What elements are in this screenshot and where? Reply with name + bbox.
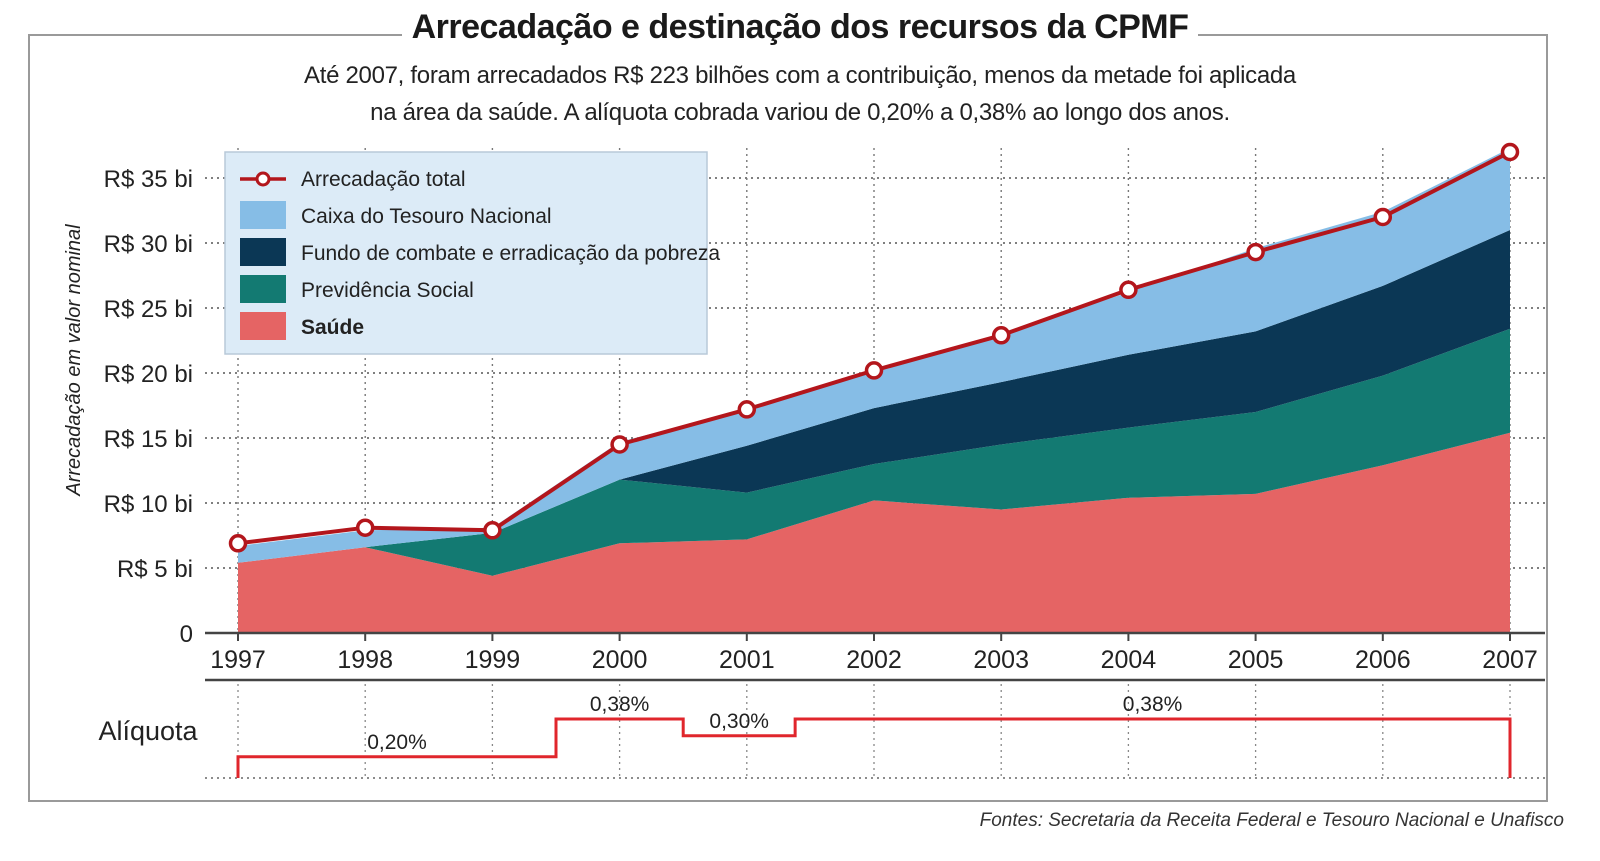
area-fundo-de-combate-e-erradica-o-da-pobreza xyxy=(238,230,1510,563)
chart-title: Arrecadação e destinação dos recursos da… xyxy=(401,8,1199,46)
x-tick-label: 1997 xyxy=(210,646,266,674)
total-marker xyxy=(1119,280,1138,300)
legend-label-fundo: Fundo de combate e erradicação da pobrez… xyxy=(301,242,720,265)
y-axis-label: Arrecadação em valor nominal xyxy=(63,224,85,497)
legend-label-previdencia: Previdência Social xyxy=(301,279,474,302)
legend-marker-swatch xyxy=(255,171,271,187)
chart-title-wrap: Arrecadação e destinação dos recursos da… xyxy=(0,8,1600,47)
total-marker xyxy=(1373,207,1393,227)
x-tick-label: 2007 xyxy=(1482,646,1538,674)
legend-label-total: Arrecadação total xyxy=(301,168,466,191)
total-marker xyxy=(864,361,884,380)
rate-step-line xyxy=(236,717,1512,778)
axes: 0 R$ 5 bi R$ 10 bi R$ 15 bi R$ 20 bi R$ 25 bi… xyxy=(104,166,1545,682)
legend-swatch-caixa xyxy=(240,201,286,229)
legend-box xyxy=(224,151,708,355)
y-tick-label: R$ 20 bi xyxy=(104,361,193,388)
rate-value-label: 0,30% xyxy=(709,710,769,733)
area-sa-de xyxy=(238,432,1510,633)
x-tick-label: 2000 xyxy=(592,646,648,674)
total-marker xyxy=(737,400,757,419)
rate-value-label: 0,38% xyxy=(1123,693,1183,716)
legend-swatch-saude xyxy=(240,312,286,340)
total-marker xyxy=(355,518,375,537)
total-marker xyxy=(483,521,502,540)
chart-subtitle-line-1: Até 2007, foram arrecadados R$ 223 bilhõ… xyxy=(304,62,1296,89)
area-previd-ncia-social xyxy=(238,328,1510,576)
legend-swatch-previdencia xyxy=(240,275,286,303)
x-tick-label: 2005 xyxy=(1228,646,1284,674)
rate-panel: 0,20% 0,38% 0,30% 0,38% xyxy=(205,684,1545,779)
total-marker xyxy=(228,534,248,553)
stacked-areas xyxy=(238,148,1510,633)
source-note: Fontes: Secretaria da Receita Federal e … xyxy=(979,810,1564,831)
x-tick-label: 2004 xyxy=(1101,646,1157,674)
rate-value-label: 0,20% xyxy=(367,731,427,754)
x-tick-label: 2001 xyxy=(719,646,775,674)
y-tick-label: R$ 15 bi xyxy=(104,426,193,453)
rate-value-label: 0,38% xyxy=(590,693,650,716)
y-tick-label: 0 xyxy=(180,621,193,648)
x-tick-label: 2002 xyxy=(846,646,902,674)
total-marker xyxy=(991,326,1011,345)
y-tick-label: R$ 5 bi xyxy=(117,556,193,583)
legend: Arrecadação total Caixa do Tesouro Nacio… xyxy=(224,151,720,355)
legend-label-caixa: Caixa do Tesouro Nacional xyxy=(301,205,552,228)
x-tick-label: 1999 xyxy=(465,646,521,674)
y-tick-label: R$ 10 bi xyxy=(104,491,193,518)
legend-swatch-fundo xyxy=(240,238,286,266)
rate-axis-label: Alíquota xyxy=(98,716,198,746)
y-tick-label: R$ 35 bi xyxy=(104,166,193,193)
total-line xyxy=(228,142,1520,553)
chart-subtitle-line-2: na área da saúde. A alíquota cobrada var… xyxy=(370,99,1230,126)
y-tick-label: R$ 30 bi xyxy=(104,231,193,258)
legend-label-saude: Saúde xyxy=(301,316,364,339)
total-marker xyxy=(1246,242,1265,262)
x-tick-label: 2003 xyxy=(973,646,1029,674)
x-tick-label: 2006 xyxy=(1355,646,1411,674)
y-tick-label: R$ 25 bi xyxy=(104,296,193,323)
total-marker xyxy=(610,435,629,454)
total-marker xyxy=(1500,142,1520,162)
x-tick-label: 1998 xyxy=(337,646,393,674)
